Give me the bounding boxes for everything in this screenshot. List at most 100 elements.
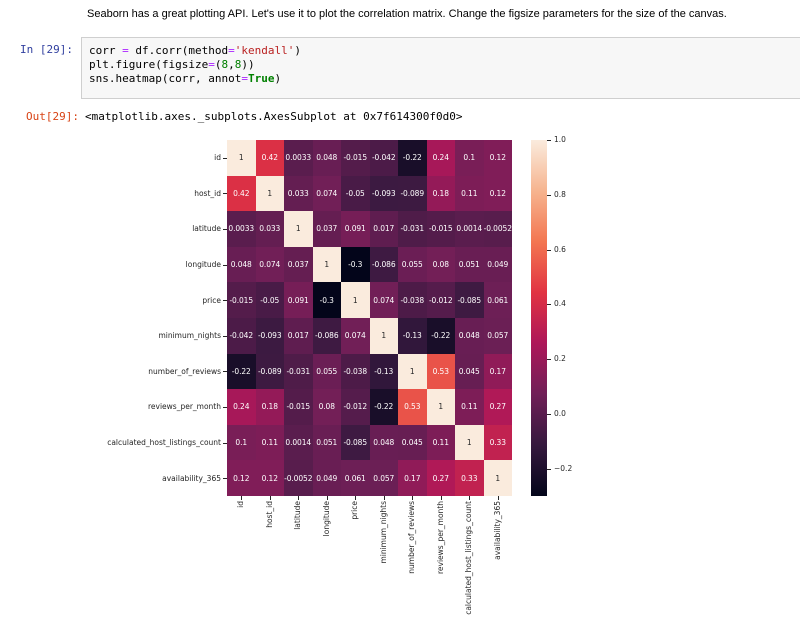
y-tick-mark xyxy=(223,300,227,302)
heatmap-cell: 0.033 xyxy=(284,175,313,212)
heatmap-cell-value: 0.33 xyxy=(461,473,478,483)
heatmap-cell: 0.11 xyxy=(255,424,284,461)
heatmap-cell: -0.089 xyxy=(398,175,427,212)
code-token: corr xyxy=(89,44,123,57)
heatmap-cell-value: -0.085 xyxy=(457,295,482,305)
heatmap-cell: 0.17 xyxy=(398,460,427,496)
heatmap-cell-value: -0.031 xyxy=(286,366,311,376)
heatmap-cell-value: 0.18 xyxy=(261,402,278,412)
heatmap-cell: 0.08 xyxy=(312,389,341,425)
code-editor[interactable]: corr = df.corr(method='kendall') plt.figu… xyxy=(82,38,800,86)
heatmap-cell: 0.055 xyxy=(312,353,341,390)
heatmap-cell-value: 0.11 xyxy=(461,188,478,198)
x-tick-mark xyxy=(355,496,357,500)
heatmap-cell: 0.42 xyxy=(227,175,256,212)
heatmap-cell-value: 0.11 xyxy=(461,402,478,412)
heatmap-cell: -0.05 xyxy=(341,175,370,212)
heatmap-cell: 0.18 xyxy=(426,175,455,212)
heatmap-cell-value: 1 xyxy=(466,438,472,448)
heatmap-cell-value: 0.017 xyxy=(373,224,395,234)
code-token-num: 8 xyxy=(234,58,242,71)
colorbar-tick-label: 0.8 xyxy=(554,189,566,199)
heatmap-cell-value: -0.05 xyxy=(345,188,365,198)
x-tick-mark xyxy=(298,496,300,500)
heatmap-cell: -0.015 xyxy=(284,389,313,425)
x-tick-mark xyxy=(440,496,442,500)
heatmap-cell: 0.53 xyxy=(398,389,427,425)
y-tick-label: minimum_nights xyxy=(158,331,221,341)
heatmap-cell-value: -0.22 xyxy=(402,153,422,163)
heatmap-cell: 0.1 xyxy=(455,140,484,176)
heatmap-cell-value: -0.085 xyxy=(343,438,368,448)
colorbar-tick-mark xyxy=(547,359,551,361)
heatmap-cell-value: -0.22 xyxy=(374,402,394,412)
heatmap-cell-value: -0.093 xyxy=(257,331,282,341)
heatmap-cell: -0.042 xyxy=(369,140,398,176)
code-token: df.corr(method xyxy=(128,44,229,57)
heatmap-cell: -0.22 xyxy=(369,389,398,425)
x-tick-label: longitude xyxy=(321,501,331,537)
heatmap-cell-value: 0.12 xyxy=(233,473,250,483)
heatmap-cell-value: 0.033 xyxy=(287,188,309,198)
y-tick-label: availability_365 xyxy=(162,473,221,483)
heatmap-cell: -0.13 xyxy=(398,318,427,354)
heatmap-cell-value: -0.038 xyxy=(343,366,368,376)
heatmap-cell-value: 0.12 xyxy=(261,473,278,483)
heatmap-cell-value: -0.093 xyxy=(371,188,396,198)
heatmap-cell: 0.18 xyxy=(255,389,284,425)
heatmap-cell-value: -0.086 xyxy=(371,260,396,270)
heatmap-cell: 0.074 xyxy=(255,246,284,283)
heatmap-cell-value: 1 xyxy=(295,224,301,234)
y-tick-label: latitude xyxy=(192,224,221,234)
heatmap-cell-value: 1 xyxy=(409,366,415,376)
heatmap-cell-value: 0.0033 xyxy=(285,153,312,163)
heatmap-cell: -0.093 xyxy=(255,318,284,354)
heatmap-cell: 0.11 xyxy=(455,389,484,425)
heatmap-cell-value: 0.051 xyxy=(316,438,338,448)
heatmap-cell-value: 1 xyxy=(238,153,244,163)
heatmap-cell-value: 0.12 xyxy=(489,188,506,198)
heatmap-cell-value: 0.049 xyxy=(487,260,509,270)
heatmap-cell-value: 0.057 xyxy=(487,331,509,341)
x-tick-mark xyxy=(383,496,385,500)
heatmap-cell: -0.093 xyxy=(369,175,398,212)
heatmap-cell: 1 xyxy=(341,282,370,318)
heatmap-cell: -0.031 xyxy=(398,211,427,247)
heatmap-cell: 0.017 xyxy=(369,211,398,247)
code-token: ( xyxy=(214,58,222,71)
heatmap-cell: 0.0014 xyxy=(284,424,313,461)
heatmap-cell-value: -0.05 xyxy=(260,295,280,305)
colorbar-tick-mark xyxy=(547,140,551,141)
heatmap-cell-value: 0.037 xyxy=(287,260,309,270)
y-tick-mark xyxy=(223,264,227,266)
heatmap-cell-value: 0.074 xyxy=(344,331,366,341)
heatmap-cell-value: 1 xyxy=(352,295,358,305)
heatmap-cell: -0.22 xyxy=(227,353,256,390)
y-tick-label: longitude xyxy=(185,260,221,270)
x-tick-mark xyxy=(497,496,499,500)
heatmap-cell: 0.057 xyxy=(483,318,512,354)
code-token-op: = xyxy=(208,58,215,71)
heatmap-cell: 0.049 xyxy=(483,246,512,283)
heatmap-cell: 0.055 xyxy=(398,246,427,283)
heatmap-cell: 0.061 xyxy=(341,460,370,496)
heatmap-cell: 0.0033 xyxy=(284,140,313,176)
y-tick-mark xyxy=(223,407,227,408)
colorbar-tick-label: −0.2 xyxy=(554,463,573,473)
heatmap-cell-value: 0.18 xyxy=(432,188,449,198)
heatmap-cell-value: 0.049 xyxy=(316,473,338,483)
x-tick-label: id xyxy=(236,501,246,508)
y-tick-mark xyxy=(223,157,227,159)
heatmap-cell: -0.038 xyxy=(398,282,427,318)
heatmap-cell-value: -0.042 xyxy=(229,331,254,341)
heatmap-cell: 1 xyxy=(369,318,398,354)
heatmap-cell: 0.12 xyxy=(483,175,512,212)
code-line: sns.heatmap(corr, annot=True) xyxy=(89,72,800,86)
heatmap-cell-value: 0.017 xyxy=(287,331,309,341)
heatmap-grid: 1 0.42 0.0033 0.048 -0.015 -0.042 -0.22 0.24 0.1… xyxy=(227,140,512,496)
code-input-area[interactable]: corr = df.corr(method='kendall') plt.figu… xyxy=(81,37,800,99)
code-token-op: = xyxy=(228,44,235,57)
heatmap-cell: -0.22 xyxy=(398,140,427,176)
heatmap-cell-value: -0.089 xyxy=(400,188,425,198)
x-tick-mark xyxy=(241,496,243,500)
